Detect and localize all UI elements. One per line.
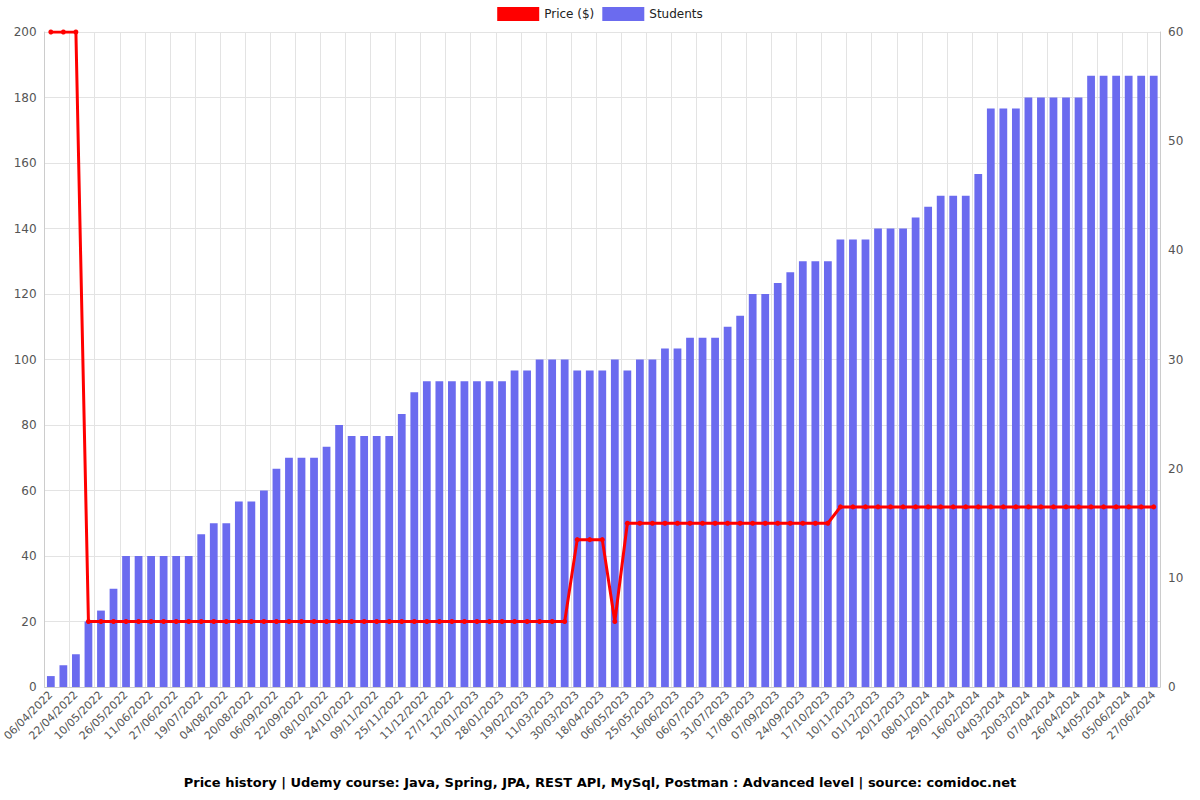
svg-text:11/06/2022: 11/06/2022 xyxy=(101,688,156,743)
svg-text:19/07/2022: 19/07/2022 xyxy=(151,688,206,743)
svg-text:20/08/2022: 20/08/2022 xyxy=(202,688,256,743)
svg-text:12/01/2023: 12/01/2023 xyxy=(427,688,482,743)
svg-text:07/04/2024: 07/04/2024 xyxy=(1004,688,1059,743)
svg-text:10: 10 xyxy=(1168,571,1183,585)
svg-text:31/07/2023: 31/07/2023 xyxy=(678,688,733,743)
svg-text:11/12/2022: 11/12/2022 xyxy=(377,688,432,743)
svg-text:50: 50 xyxy=(1168,134,1183,148)
svg-text:20: 20 xyxy=(21,615,36,629)
svg-text:Students: Students xyxy=(649,7,703,21)
svg-text:06/04/2022: 06/04/2022 xyxy=(1,688,56,743)
svg-text:40: 40 xyxy=(21,549,36,563)
svg-text:20/03/2024: 20/03/2024 xyxy=(979,688,1033,743)
svg-text:100: 100 xyxy=(14,353,37,367)
svg-text:60: 60 xyxy=(21,484,36,498)
svg-text:30: 30 xyxy=(1168,353,1183,367)
svg-text:07/09/2023: 07/09/2023 xyxy=(728,688,783,743)
svg-text:06/09/2022: 06/09/2022 xyxy=(227,688,281,743)
svg-text:27/06/2022: 27/06/2022 xyxy=(126,688,181,743)
svg-text:24/09/2023: 24/09/2023 xyxy=(753,688,808,743)
svg-text:30/03/2023: 30/03/2023 xyxy=(527,688,582,743)
svg-text:04/03/2024: 04/03/2024 xyxy=(954,688,1008,743)
svg-text:22/09/2022: 22/09/2022 xyxy=(252,688,307,743)
svg-text:22/04/2022: 22/04/2022 xyxy=(26,688,81,743)
svg-text:20/12/2023: 20/12/2023 xyxy=(853,688,908,743)
svg-text:60: 60 xyxy=(1168,25,1183,39)
svg-text:29/01/2024: 29/01/2024 xyxy=(903,688,958,743)
svg-text:06/05/2023: 06/05/2023 xyxy=(578,688,632,743)
svg-text:01/12/2023: 01/12/2023 xyxy=(828,688,883,743)
svg-text:0: 0 xyxy=(1168,680,1176,694)
svg-text:28/01/2023: 28/01/2023 xyxy=(452,688,507,743)
svg-text:27/06/2024: 27/06/2024 xyxy=(1104,688,1158,742)
svg-text:24/10/2022: 24/10/2022 xyxy=(302,688,357,743)
svg-text:80: 80 xyxy=(21,418,36,432)
svg-text:16/02/2024: 16/02/2024 xyxy=(928,688,983,743)
svg-text:25/11/2022: 25/11/2022 xyxy=(352,688,407,743)
svg-text:09/11/2022: 09/11/2022 xyxy=(327,688,382,743)
svg-text:06/07/2023: 06/07/2023 xyxy=(653,688,708,743)
svg-text:27/12/2022: 27/12/2022 xyxy=(402,688,457,743)
svg-text:17/10/2023: 17/10/2023 xyxy=(778,688,833,743)
svg-text:160: 160 xyxy=(14,156,37,170)
svg-text:16/06/2023: 16/06/2023 xyxy=(628,688,683,743)
svg-text:25/05/2023: 25/05/2023 xyxy=(603,688,657,743)
svg-text:20: 20 xyxy=(1168,462,1183,476)
svg-text:26/05/2022: 26/05/2022 xyxy=(76,688,131,743)
svg-text:08/10/2022: 08/10/2022 xyxy=(277,688,332,743)
svg-text:19/02/2023: 19/02/2023 xyxy=(477,688,532,743)
svg-text:10/11/2023: 10/11/2023 xyxy=(803,688,858,743)
svg-text:18/04/2023: 18/04/2023 xyxy=(552,688,607,743)
svg-text:120: 120 xyxy=(14,287,37,301)
svg-text:11/03/2023: 11/03/2023 xyxy=(502,688,557,743)
svg-text:200: 200 xyxy=(14,25,37,39)
svg-text:10/05/2022: 10/05/2022 xyxy=(51,688,106,743)
svg-text:40: 40 xyxy=(1168,243,1183,257)
svg-text:17/08/2023: 17/08/2023 xyxy=(703,688,758,743)
svg-text:140: 140 xyxy=(14,222,37,236)
svg-text:08/01/2024: 08/01/2024 xyxy=(878,688,933,743)
svg-text:0: 0 xyxy=(29,680,37,694)
svg-text:Price history | Udemy course:: Price history | Udemy course: Java, Spri… xyxy=(184,775,1017,790)
svg-text:04/08/2022: 04/08/2022 xyxy=(176,688,231,743)
svg-text:26/04/2024: 26/04/2024 xyxy=(1029,688,1084,743)
svg-text:05/06/2024: 05/06/2024 xyxy=(1079,688,1134,743)
svg-text:180: 180 xyxy=(14,91,37,105)
svg-text:14/05/2024: 14/05/2024 xyxy=(1054,688,1109,743)
svg-text:Price ($): Price ($) xyxy=(544,7,594,21)
